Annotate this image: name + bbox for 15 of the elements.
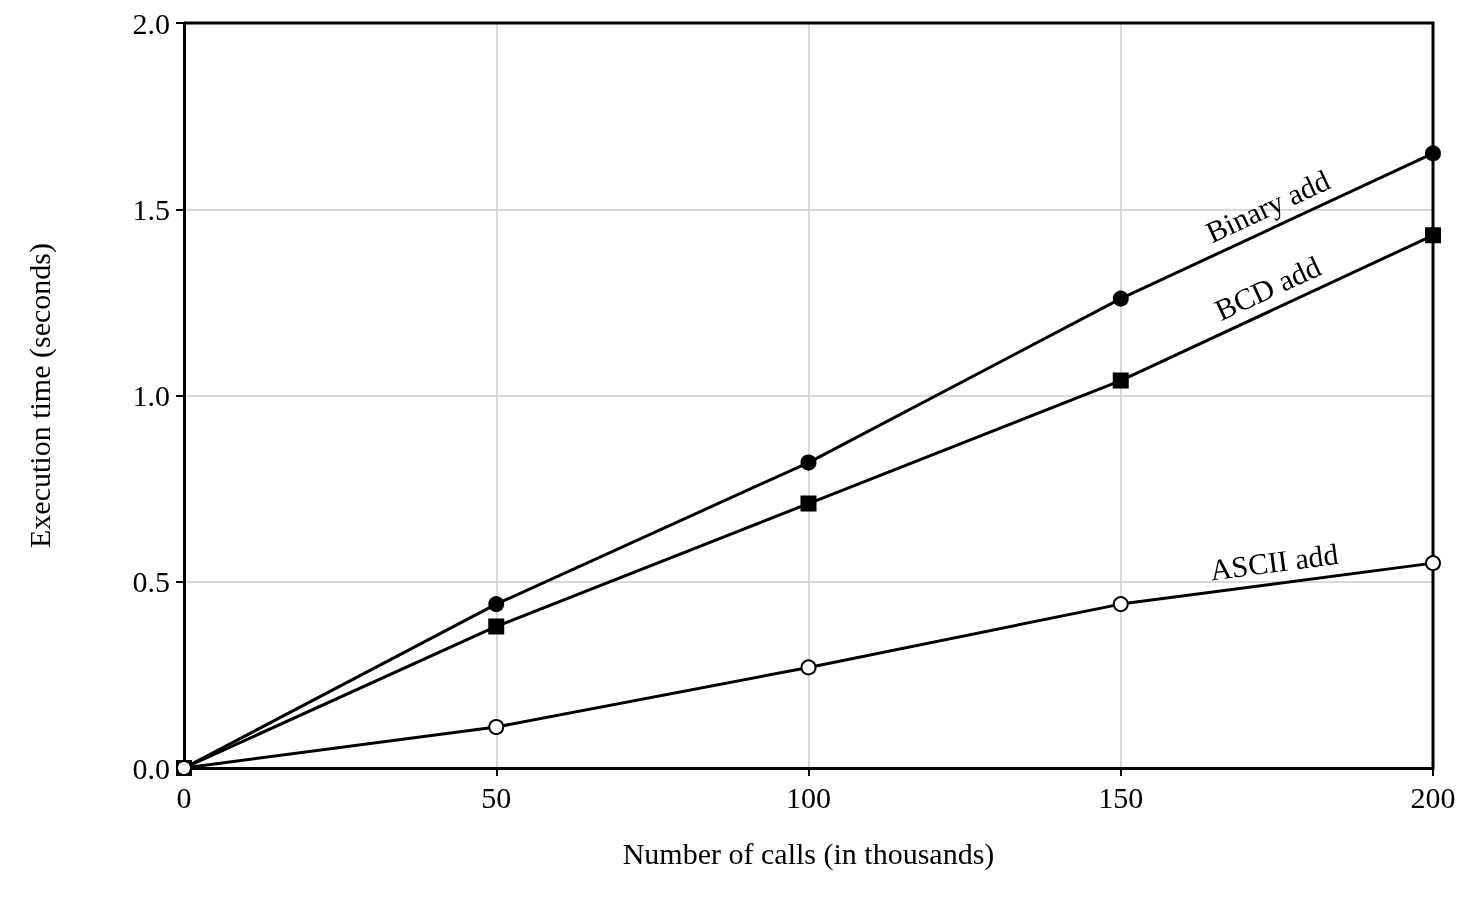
x-tick-label: 0: [176, 780, 192, 814]
y-tick-label: 1.5: [132, 192, 170, 226]
text: ASCII add: [1207, 537, 1341, 587]
text: BCD add: [1209, 249, 1326, 327]
x-tick-label: 50: [481, 780, 512, 814]
y-tick-label: 0.0: [132, 751, 170, 785]
y-tick-label: 1.0: [132, 379, 170, 412]
x-tick-label: 150: [1098, 780, 1144, 814]
x-axis-title: Number of calls (in thousands): [622, 836, 995, 871]
y-axis-title: Execution time (seconds): [22, 243, 57, 548]
x-tick-label: 200: [1410, 780, 1456, 814]
y-tick-label: 2.0: [132, 6, 170, 40]
y-tick-label: 0.5: [132, 565, 170, 599]
text: Binary add: [1200, 163, 1335, 249]
x-tick-label: 100: [786, 780, 831, 814]
